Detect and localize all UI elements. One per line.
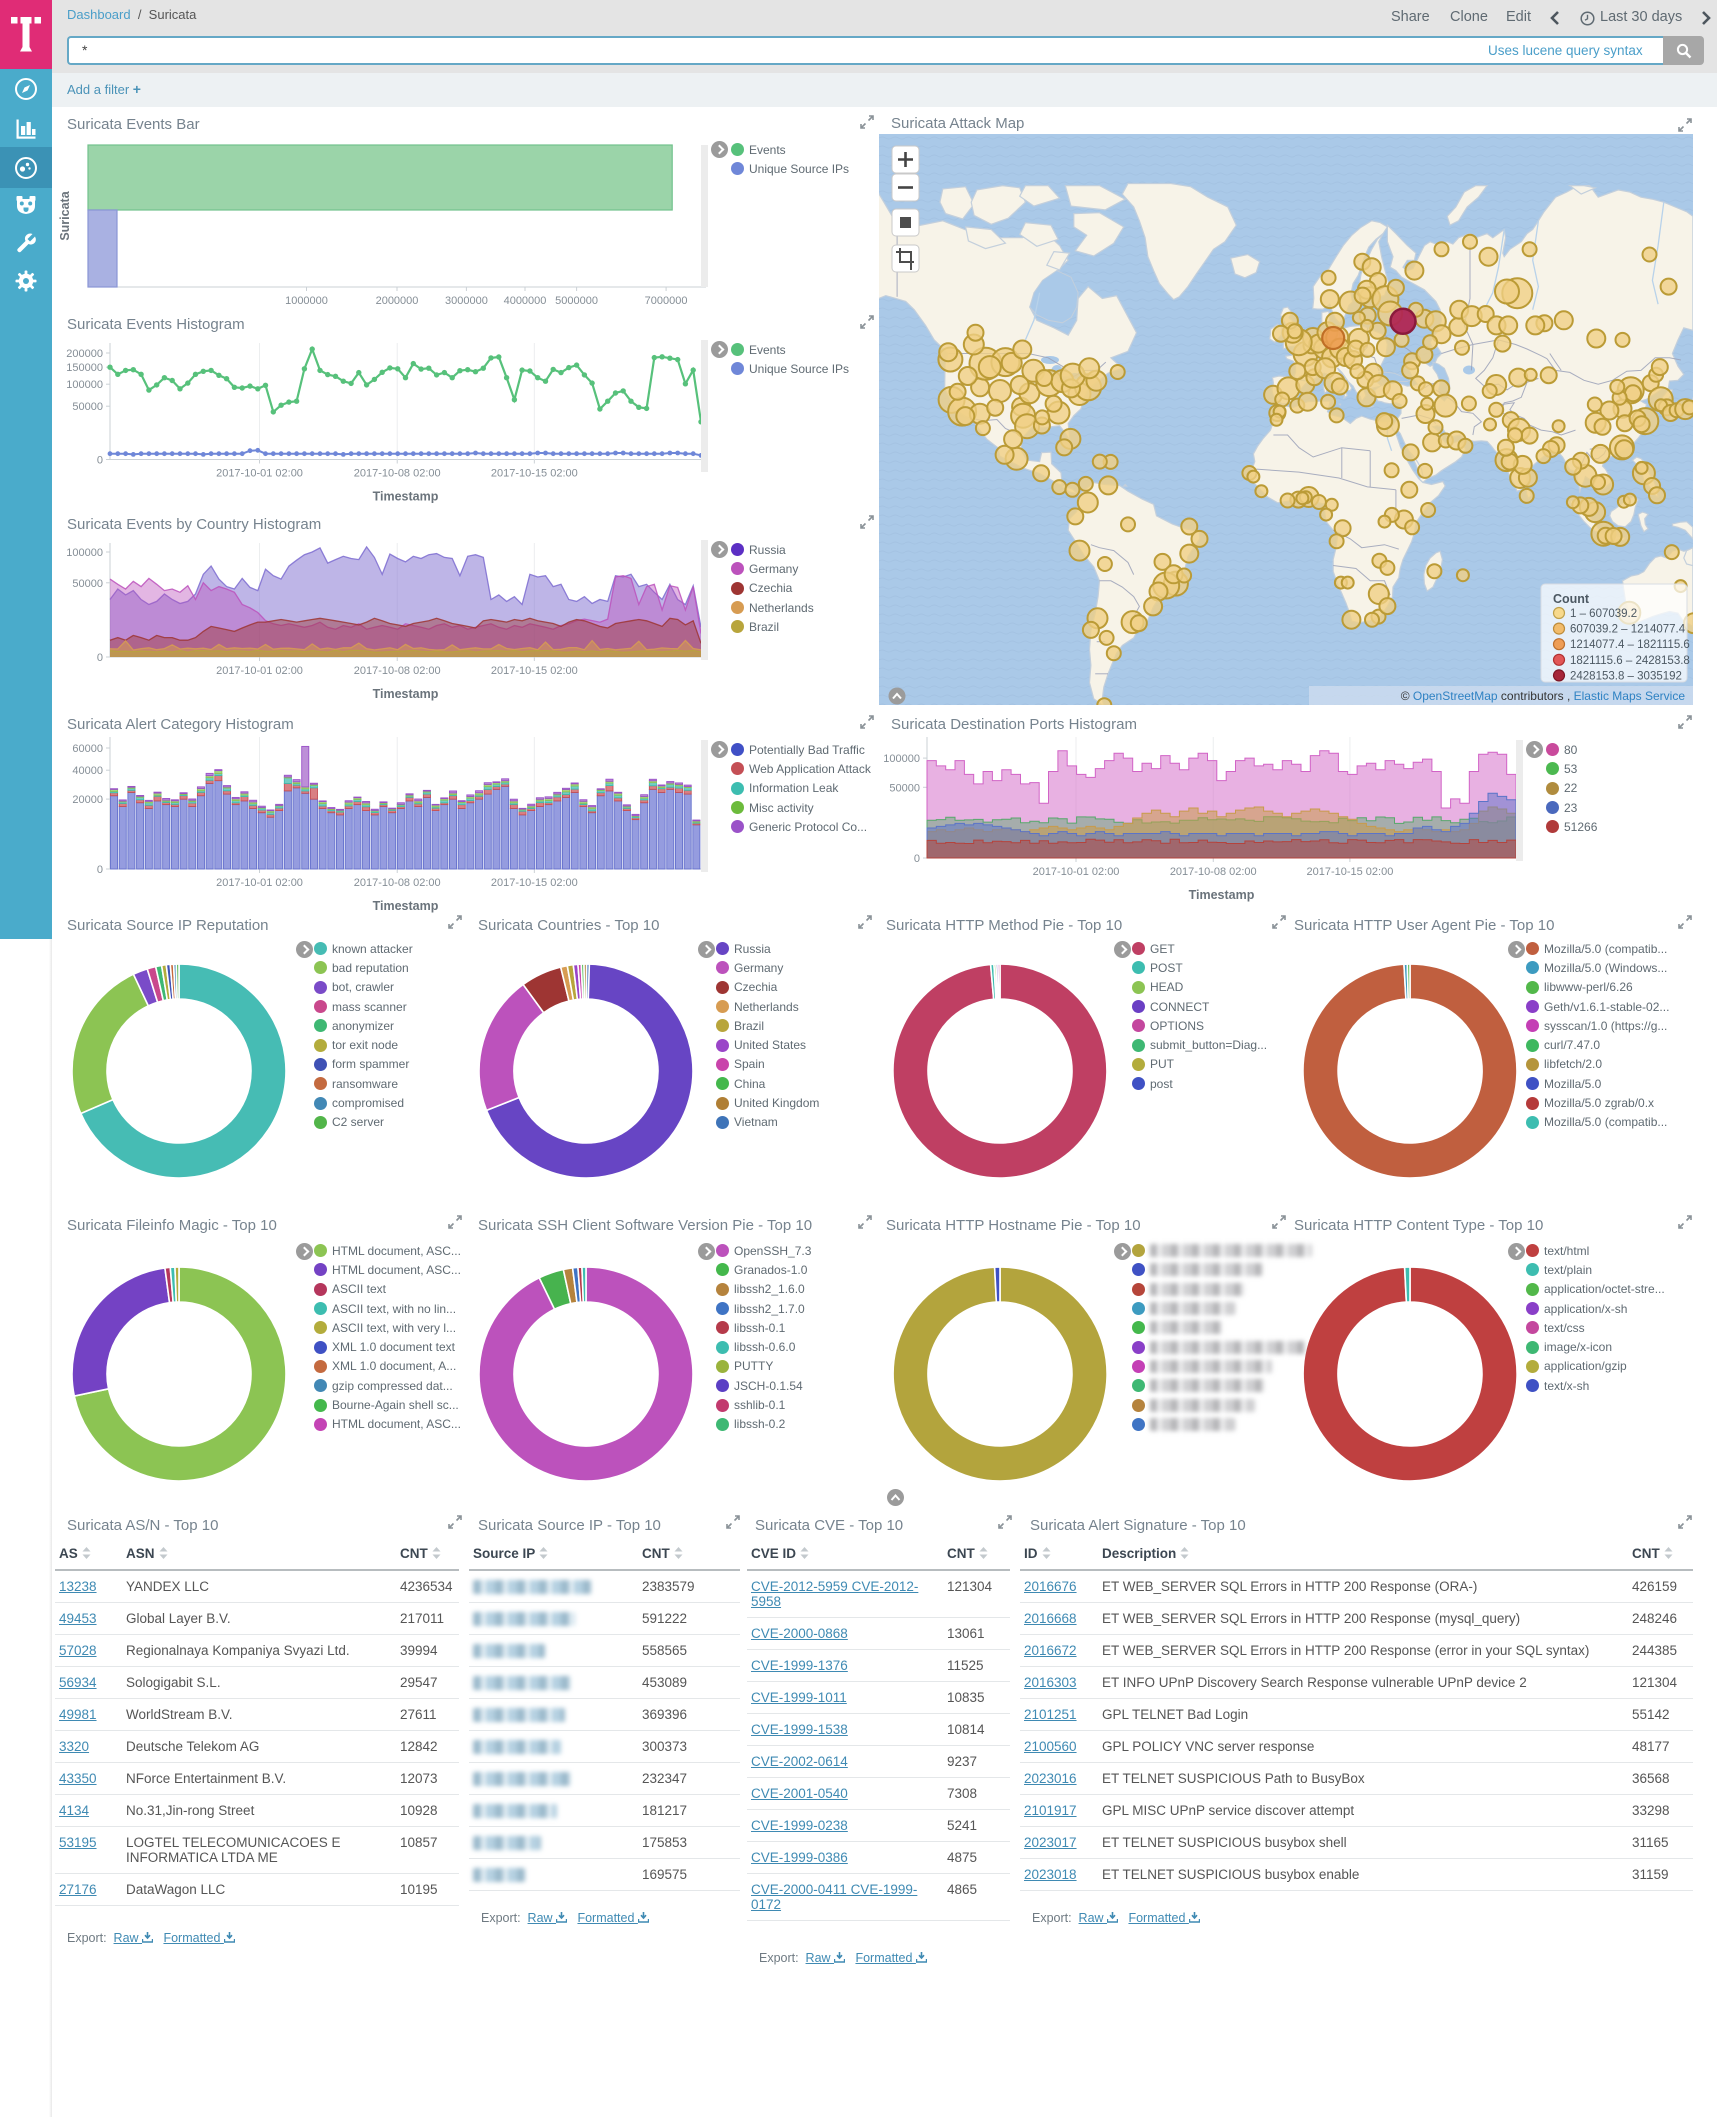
svg-text:1000000: 1000000 [285,295,328,307]
svg-text:0: 0 [97,455,103,467]
svg-text:150000: 150000 [66,362,103,374]
svg-text:Suricata: Suricata [58,190,72,240]
svg-text:100000: 100000 [883,753,920,765]
svg-text:50000: 50000 [72,401,103,413]
svg-text:60000: 60000 [72,743,103,755]
svg-text:2017-10-01 02:00: 2017-10-01 02:00 [1033,866,1120,878]
svg-text:0: 0 [97,652,103,664]
svg-text:2017-10-08 02:00: 2017-10-08 02:00 [354,468,441,480]
svg-text:2017-10-01 02:00: 2017-10-01 02:00 [216,665,303,677]
svg-text:100000: 100000 [66,379,103,391]
svg-text:1821115.6 – 2428153.8: 1821115.6 – 2428153.8 [1570,655,1690,667]
svg-text:0: 0 [97,864,103,876]
svg-text:1 – 607039.2: 1 – 607039.2 [1570,608,1637,620]
svg-text:5000000: 5000000 [555,295,598,307]
svg-text:200000: 200000 [66,348,103,360]
svg-text:2000000: 2000000 [376,295,419,307]
svg-text:1214077.4 – 1821115.6: 1214077.4 – 1821115.6 [1570,639,1690,651]
svg-text:2017-10-08 02:00: 2017-10-08 02:00 [1170,866,1257,878]
svg-text:40000: 40000 [72,765,103,777]
svg-text:Timestamp: Timestamp [373,490,439,504]
svg-text:Timestamp: Timestamp [1189,888,1255,902]
svg-text:2017-10-15 02:00: 2017-10-15 02:00 [491,468,578,480]
svg-text:2017-10-08 02:00: 2017-10-08 02:00 [354,665,441,677]
svg-text:50000: 50000 [72,578,103,590]
svg-text:0: 0 [914,853,920,865]
svg-text:2017-10-08 02:00: 2017-10-08 02:00 [354,877,441,889]
svg-text:2017-10-15 02:00: 2017-10-15 02:00 [1306,866,1393,878]
svg-text:50000: 50000 [889,782,920,794]
svg-text:Count: Count [1553,592,1590,606]
svg-text:2017-10-01 02:00: 2017-10-01 02:00 [216,877,303,889]
svg-text:Timestamp: Timestamp [373,687,439,701]
svg-text:100000: 100000 [66,547,103,559]
svg-text:2017-10-15 02:00: 2017-10-15 02:00 [491,877,578,889]
svg-text:4000000: 4000000 [504,295,547,307]
svg-text:2017-10-01 02:00: 2017-10-01 02:00 [216,468,303,480]
svg-text:© OpenStreetMap contributors ,: © OpenStreetMap contributors , Elastic M… [1401,689,1686,703]
svg-text:2428153.8 – 3035192: 2428153.8 – 3035192 [1570,670,1682,682]
svg-text:7000000: 7000000 [645,295,688,307]
svg-text:Timestamp: Timestamp [373,899,439,913]
svg-text:3000000: 3000000 [445,295,488,307]
svg-text:2017-10-15 02:00: 2017-10-15 02:00 [491,665,578,677]
svg-text:607039.2 – 1214077.4: 607039.2 – 1214077.4 [1570,624,1686,636]
svg-text:20000: 20000 [72,794,103,806]
